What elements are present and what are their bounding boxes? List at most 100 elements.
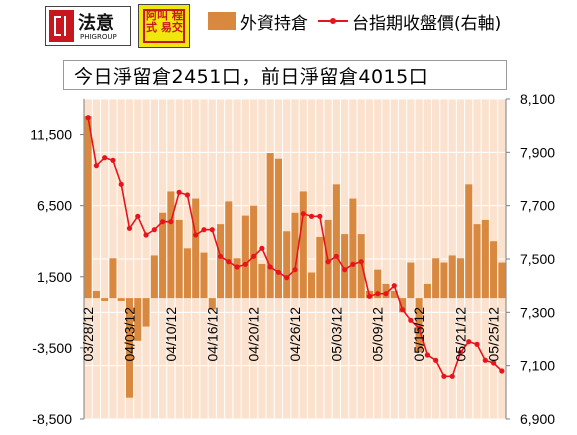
net-position-banner: 今日淨留倉2451口，前日淨留倉4015口 xyxy=(63,60,507,90)
left-axis: -8,500 -3,500 1,500 6,500 11,500 xyxy=(30,99,85,427)
oi-bar xyxy=(92,291,100,299)
right-axis-tick-label: 7,700 xyxy=(520,198,555,214)
oi-bar xyxy=(175,219,183,299)
price-point xyxy=(391,283,397,289)
price-point xyxy=(408,317,414,323)
left-axis-tick-label: -3,500 xyxy=(32,340,72,356)
price-point xyxy=(325,259,331,265)
oi-bar xyxy=(357,234,365,299)
left-axis-tick-label: 11,500 xyxy=(30,127,72,143)
oi-bar xyxy=(423,283,431,299)
oi-bar xyxy=(225,201,233,299)
right-axis-tick-label: 7,500 xyxy=(520,251,555,267)
price-point xyxy=(490,360,497,366)
oi-bar xyxy=(134,298,142,341)
program-trading-logo: 阿叫 程式 易交 xyxy=(138,4,190,48)
price-point xyxy=(242,261,248,267)
price-point xyxy=(267,264,273,270)
oi-bar xyxy=(299,191,307,299)
price-point xyxy=(126,225,133,231)
price-point xyxy=(416,325,422,331)
price-point xyxy=(226,259,232,265)
price-point xyxy=(317,213,323,219)
chart-legend: 外資持倉 台指期收盤價(右軸) xyxy=(208,10,501,34)
right-axis-tick-label: 8,100 xyxy=(520,91,555,107)
price-point xyxy=(118,181,124,187)
oi-bar xyxy=(349,198,357,299)
price-point xyxy=(375,291,381,297)
oi-bar xyxy=(167,191,175,299)
oi-bar xyxy=(382,283,390,299)
oi-bar xyxy=(415,298,423,353)
price-point xyxy=(85,115,91,121)
right-axis: 6,900 7,100 7,300 7,500 7,700 7,900 8,100 xyxy=(505,91,555,427)
oi-bar xyxy=(332,184,340,299)
price-point xyxy=(482,357,488,363)
price-point xyxy=(441,373,447,379)
oi-bar xyxy=(498,262,506,299)
price-point xyxy=(350,261,356,267)
price-point xyxy=(259,245,265,251)
price-point xyxy=(342,267,348,273)
logo-mark-icon xyxy=(49,10,74,42)
price-point xyxy=(184,192,191,198)
price-point xyxy=(217,253,224,259)
oi-bar xyxy=(200,252,208,299)
price-point xyxy=(499,368,505,374)
price-point xyxy=(102,155,108,161)
x-axis-tick-label: 05/09/12 xyxy=(370,307,386,362)
legend-bar-swatch xyxy=(208,12,236,30)
oi-bar xyxy=(183,248,191,299)
x-axis-tick-label: 05/03/12 xyxy=(328,307,344,362)
price-point xyxy=(424,352,430,358)
right-axis-tick-label: 7,100 xyxy=(520,358,555,374)
oi-bar xyxy=(216,224,225,299)
x-axis-tick-label: 04/03/12 xyxy=(122,307,138,362)
x-axis-tick-label: 04/10/12 xyxy=(163,307,179,362)
legend-line-swatch xyxy=(318,12,348,30)
right-axis-tick-label: 7,300 xyxy=(520,304,555,320)
x-axis-tick-label: 03/28/12 xyxy=(80,307,96,362)
x-axis-tick-label: 05/15/12 xyxy=(411,307,427,362)
price-point xyxy=(300,211,306,217)
oi-bar xyxy=(84,116,92,299)
oi-bar xyxy=(374,269,382,299)
x-axis-tick-label: 04/20/12 xyxy=(246,307,262,362)
price-point xyxy=(457,349,464,355)
oi-bar xyxy=(456,258,465,299)
price-point xyxy=(433,357,439,363)
price-point xyxy=(383,291,389,297)
oi-bar xyxy=(159,212,167,299)
price-point xyxy=(193,232,199,238)
oi-bar xyxy=(473,224,481,299)
legend-bar-label: 外資持倉 xyxy=(240,13,308,34)
oi-bar xyxy=(432,258,440,299)
price-point xyxy=(135,213,141,219)
price-point xyxy=(143,232,149,238)
oi-bar xyxy=(250,205,258,299)
gridlines xyxy=(84,98,506,420)
price-point xyxy=(93,163,100,169)
oi-bar xyxy=(241,215,249,299)
price-point xyxy=(474,341,480,347)
oi-bar xyxy=(101,298,109,301)
oi-bar xyxy=(440,262,448,299)
oi-bar xyxy=(448,255,456,299)
oi-bar xyxy=(109,258,117,299)
price-point xyxy=(399,307,406,313)
x-axis-tick-label: 05/21/12 xyxy=(452,307,468,362)
price-point xyxy=(466,339,472,345)
price-point xyxy=(201,227,207,233)
right-axis-tick-label: 7,900 xyxy=(520,144,555,160)
price-point xyxy=(251,253,257,259)
price-point xyxy=(292,267,298,273)
oi-bar xyxy=(465,184,473,299)
x-axis-tick-label: 05/25/12 xyxy=(486,307,502,362)
oi-bar xyxy=(192,198,200,299)
price-point xyxy=(110,157,116,163)
oi-bar xyxy=(341,234,349,299)
oi-bar xyxy=(481,219,489,299)
right-axis-tick-label: 6,900 xyxy=(520,411,555,427)
left-axis-tick-label: -8,500 xyxy=(32,411,72,427)
price-point xyxy=(176,189,182,195)
